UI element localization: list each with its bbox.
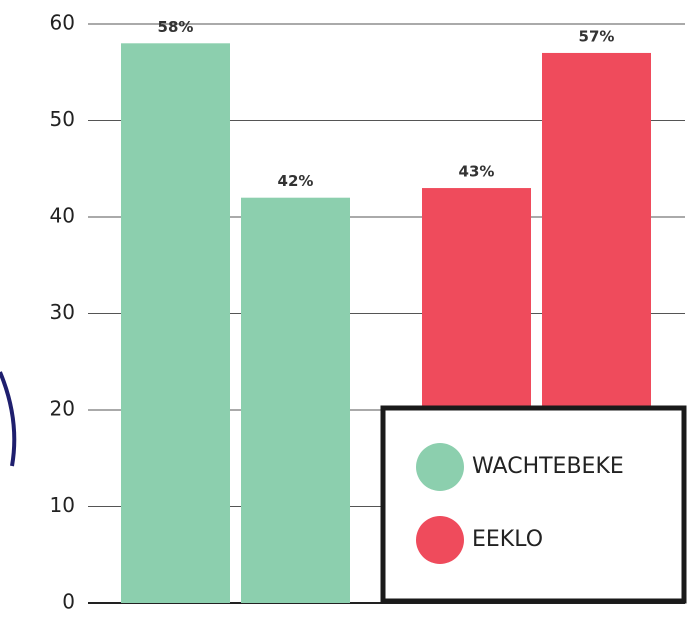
legend-swatch (416, 516, 464, 564)
y-tick-label: 40 (50, 204, 75, 228)
bar (121, 43, 230, 604)
legend-label: WACHTEBEKE (472, 454, 624, 479)
y-tick-label: 50 (50, 107, 75, 131)
y-tick-label: 0 (62, 590, 75, 614)
value-label: 58% (158, 18, 194, 36)
y-tick-label: 20 (50, 397, 75, 421)
value-label: 57% (579, 27, 615, 45)
y-tick-label: 10 (50, 493, 75, 517)
y-tick-label: 30 (50, 300, 75, 324)
legend-box (380, 405, 687, 604)
value-label: 43% (459, 163, 495, 181)
legend-label: EEKLO (472, 527, 543, 552)
value-label: 42% (278, 172, 314, 190)
legend-swatch (416, 443, 464, 491)
decoration (0, 371, 17, 467)
y-tick-label: 60 (50, 11, 75, 35)
bar (241, 197, 350, 603)
